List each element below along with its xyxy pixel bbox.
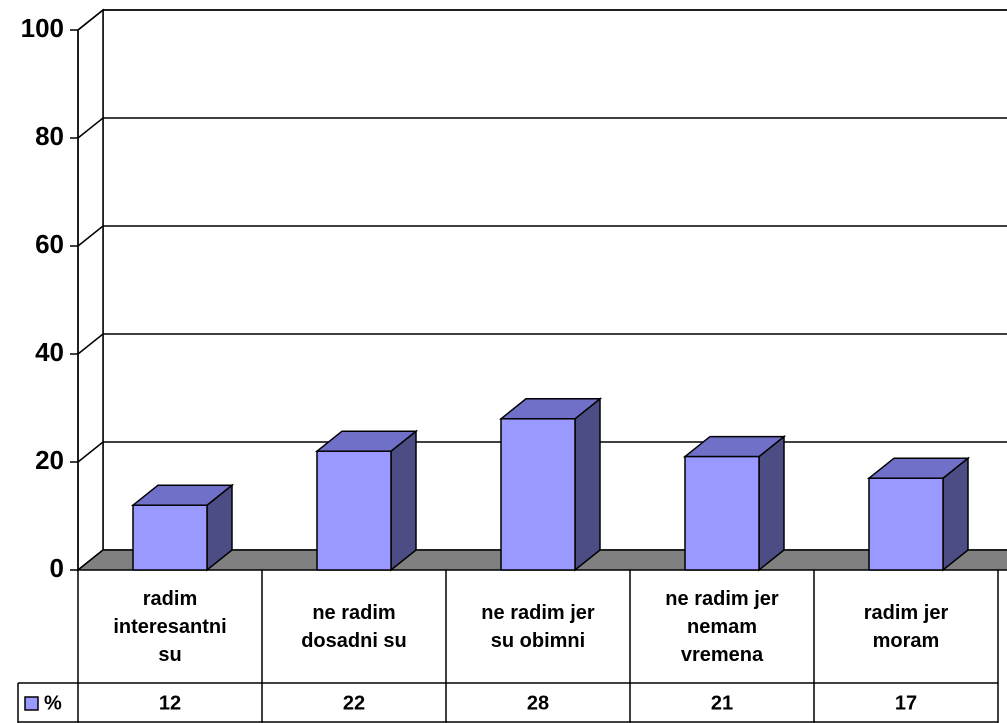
legend-label: % [44, 692, 62, 714]
y-tick-label: 20 [35, 445, 64, 475]
grid-line [77, 333, 1007, 355]
bar [500, 418, 576, 571]
bar [684, 455, 760, 571]
grid-line [77, 9, 1007, 31]
category-label: ne radim jer nemam vremena [630, 570, 814, 683]
bar-side [574, 397, 601, 572]
bar [868, 477, 944, 571]
side-wall [77, 8, 104, 572]
bar-side [390, 429, 417, 572]
category-label: radim interesantni su [78, 570, 262, 683]
grid-line [77, 117, 1007, 139]
category-text: ne radim dosadni su [301, 601, 407, 652]
y-tick-label: 100 [21, 13, 64, 43]
table-value: 17 [895, 692, 917, 714]
y-tick-label: 0 [50, 553, 64, 583]
legend-key [24, 696, 39, 711]
bar [316, 450, 392, 571]
category-text: radim interesantni su [113, 587, 227, 666]
category-text: radim jer moram [863, 601, 949, 652]
bar [132, 504, 208, 571]
table-value: 22 [343, 692, 365, 714]
table-value: 12 [159, 692, 181, 714]
y-tick-label: 80 [35, 121, 64, 151]
category-text: ne radim jer nemam vremena [665, 587, 779, 666]
category-label: radim jer moram [814, 570, 998, 683]
y-tick-label: 40 [35, 337, 64, 367]
table-value: 21 [711, 692, 733, 714]
bar-side [758, 435, 785, 572]
table-value: 28 [527, 692, 549, 714]
grid-line [77, 225, 1007, 247]
category-label: ne radim dosadni su [262, 570, 446, 683]
category-text: ne radim jer su obimni [481, 601, 595, 652]
category-label: ne radim jer su obimni [446, 570, 630, 683]
y-tick-label: 60 [35, 229, 64, 259]
